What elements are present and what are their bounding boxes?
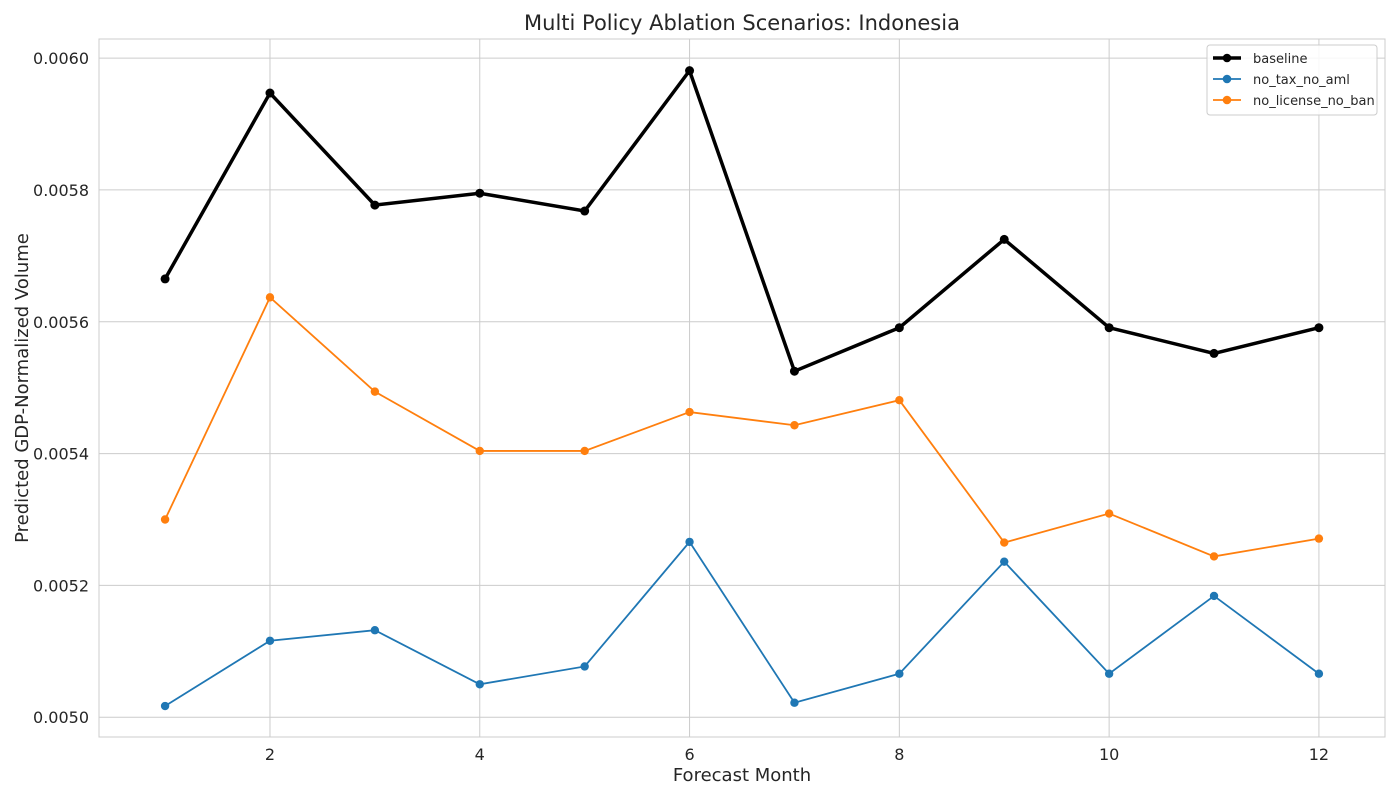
x-tick-label: 4 [475, 745, 485, 764]
x-axis-label: Forecast Month [673, 765, 811, 786]
legend-label: baseline [1253, 52, 1307, 67]
data-point [475, 446, 484, 456]
data-point [895, 395, 904, 405]
legend: baseline no_tax_no_aml no_license_no_ban [1206, 44, 1378, 116]
tick-labels: 2 4 6 8 10 12 0.0050 0.0052 0.0054 0.0056 0.0058 0.… [33, 49, 1329, 764]
data-point [894, 323, 904, 333]
series-baseline [160, 66, 1324, 376]
legend-marker [1222, 74, 1232, 84]
data-point [1209, 552, 1219, 561]
series-line [164, 540, 1320, 707]
legend-item: no_license_no_ban [1213, 94, 1375, 109]
data-point [160, 515, 170, 524]
x-tick-label: 8 [894, 745, 904, 764]
data-point [1209, 591, 1219, 601]
series-line [164, 295, 1320, 558]
legend-item: baseline [1213, 52, 1307, 67]
data-point [370, 387, 380, 396]
legend-box [1206, 44, 1378, 116]
x-tick-label: 2 [265, 745, 275, 764]
data-point [160, 274, 170, 284]
legend-marker [1222, 95, 1232, 105]
data-point [1104, 669, 1114, 678]
data-point [685, 537, 694, 547]
series-line [163, 66, 1320, 374]
x-tick-label: 6 [684, 745, 694, 764]
y-tick-label: 0.0058 [33, 181, 89, 200]
data-point [1314, 669, 1324, 678]
data-point [1000, 538, 1009, 547]
data-point [160, 701, 170, 711]
data-point [1104, 509, 1114, 518]
data-point [265, 88, 275, 98]
legend-marker [1222, 53, 1232, 63]
x-tick-label: 10 [1099, 745, 1119, 764]
y-tick-label: 0.0054 [33, 445, 89, 464]
data-point [475, 680, 484, 689]
y-axis-label: Predicted GDP-Normalized Volume [12, 233, 33, 543]
data-point [685, 66, 695, 76]
y-tick-label: 0.0056 [33, 313, 89, 332]
data-point [895, 669, 904, 678]
data-point [1209, 348, 1219, 358]
data-point [1314, 323, 1324, 333]
data-point [685, 407, 694, 417]
data-point [1314, 534, 1324, 543]
chart-title: Multi Policy Ablation Scenarios: Indones… [524, 11, 960, 35]
data-point [580, 206, 590, 216]
y-tick-label: 0.0052 [33, 576, 89, 595]
legend-label: no_tax_no_aml [1253, 73, 1350, 88]
data-point [789, 366, 799, 376]
data-point [1104, 323, 1114, 333]
data-point [790, 698, 799, 707]
data-point [370, 200, 380, 210]
data-point [475, 188, 485, 198]
series-no_tax_no_aml [160, 537, 1324, 711]
data-point [999, 234, 1009, 244]
data-point [580, 446, 589, 456]
data-point [265, 293, 275, 302]
legend-label: no_license_no_ban [1253, 94, 1375, 109]
plot-area [98, 38, 1386, 738]
grid [99, 39, 1385, 737]
y-tick-label: 0.0060 [33, 49, 89, 68]
data-point [1000, 557, 1009, 566]
data-point [265, 636, 275, 645]
x-tick-label: 12 [1309, 745, 1329, 764]
y-tick-label: 0.0050 [33, 708, 89, 727]
legend-item: no_tax_no_aml [1213, 73, 1350, 88]
series-no_license_no_ban [160, 293, 1324, 561]
series-group [160, 66, 1324, 711]
data-point [370, 626, 380, 635]
data-point [790, 421, 799, 430]
data-point [580, 662, 589, 671]
